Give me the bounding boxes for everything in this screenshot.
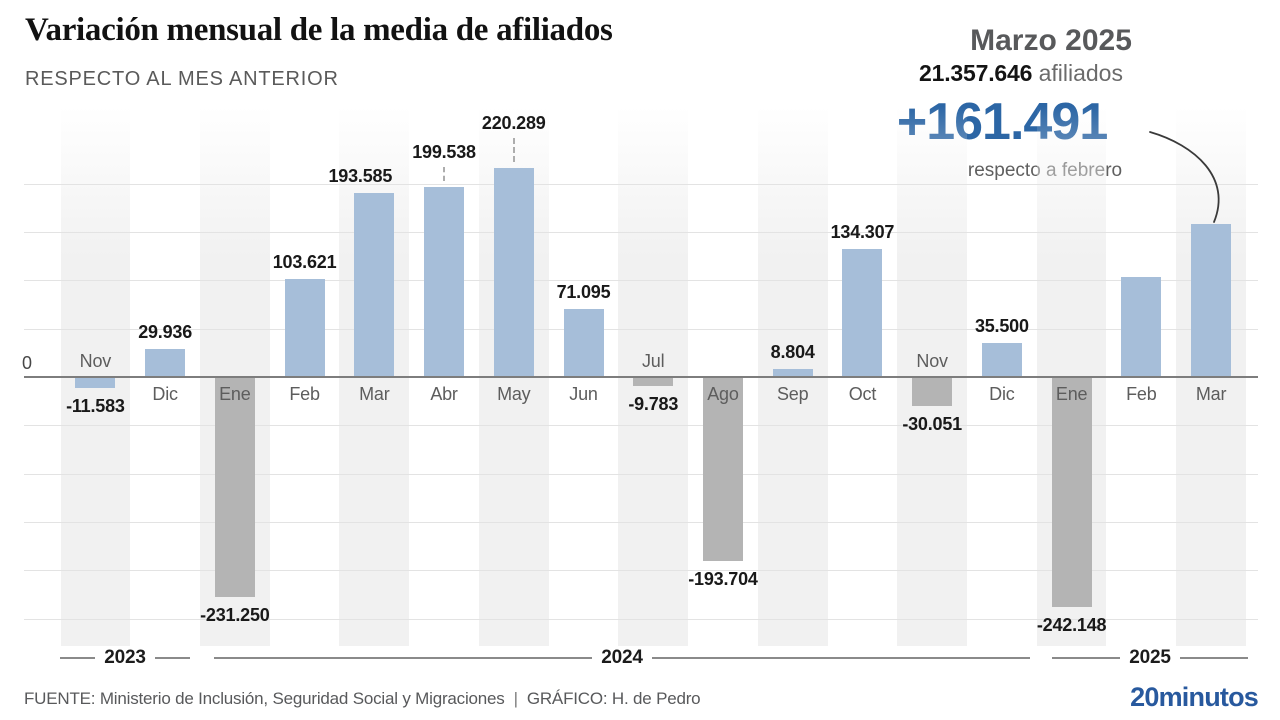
year-line xyxy=(1052,657,1121,659)
value-label-jul-2024: -9.783 xyxy=(628,394,679,415)
highlight-total-value: 21.357.646 xyxy=(919,60,1033,86)
credit-text: GRÁFICO: H. de Pedro xyxy=(526,689,701,708)
month-label-dic-2023: Dic xyxy=(152,384,178,404)
source-text: FUENTE: Ministerio de Inclusión, Segurid… xyxy=(24,689,505,708)
month-label-sep-2024: Sep xyxy=(776,384,809,404)
axis-zero-label: 0 xyxy=(21,353,32,373)
gridline-plus-150000 xyxy=(24,232,1258,234)
value-label-ago-2024: -193.704 xyxy=(688,569,758,590)
gridline-plus-50000 xyxy=(24,328,1258,330)
page-title: Variación mensual de la media de afiliad… xyxy=(25,12,613,48)
year-line xyxy=(651,657,1030,659)
value-label-jun-2024: 71.095 xyxy=(556,282,611,303)
bar-dic-2023 xyxy=(145,348,186,377)
year-axis-2023: 2023 xyxy=(60,646,190,670)
year-axis-2025: 2025 xyxy=(1052,646,1248,670)
value-label-may-2024: 220.289 xyxy=(481,112,546,133)
year-line xyxy=(214,657,593,659)
month-label-oct-2024: Oct xyxy=(848,384,877,404)
bar-may-2024 xyxy=(493,167,534,377)
year-label-2024: 2024 xyxy=(601,647,643,668)
month-label-mar-2024: Mar xyxy=(359,384,390,404)
value-label-nov-2023: -11.583 xyxy=(66,396,125,416)
month-label-nov-2023: Nov xyxy=(79,351,112,371)
bar-ene-2025 xyxy=(1051,377,1092,608)
month-label-mar-2025: Mar xyxy=(1195,384,1227,404)
year-line xyxy=(60,657,96,659)
bar-feb-2024 xyxy=(284,278,325,377)
value-label-mar-2024: 193.585 xyxy=(328,166,393,187)
month-label-ene-2024: Ene xyxy=(219,384,251,404)
highlight-period: Marzo 2025 xyxy=(970,24,1132,57)
month-label-ago-2024: Ago xyxy=(707,384,739,404)
gridline-minus-250000 xyxy=(24,618,1258,620)
year-line xyxy=(154,657,190,659)
value-label-feb-2024: 103.621 xyxy=(272,251,337,272)
value-label-oct-2024: 134.307 xyxy=(830,222,895,243)
year-label-2023: 2023 xyxy=(104,647,146,668)
zero-axis-line xyxy=(24,376,1258,378)
value-label-abr-2024: 199.538 xyxy=(412,142,476,163)
bar-abr-2024 xyxy=(424,187,465,377)
bar-mar-2024 xyxy=(354,193,395,377)
bar-mar-2025 xyxy=(1191,223,1232,377)
footer-separator: | xyxy=(513,689,518,708)
value-label-dic-2023: 29.936 xyxy=(138,321,193,342)
bar-nov-2023 xyxy=(75,377,116,388)
bar-jun-2024 xyxy=(563,309,604,377)
source-credit-line: FUENTE: Ministerio de Inclusión, Segurid… xyxy=(24,689,701,709)
label-leader-may-2024 xyxy=(512,137,515,162)
month-label-dic-2024: Dic xyxy=(989,384,1015,404)
brand-logo: 20minutos xyxy=(1130,682,1259,712)
month-label-may-2024: May xyxy=(497,384,531,404)
month-label-feb-2025: Feb xyxy=(1126,384,1157,404)
month-label-ene-2025: Ene xyxy=(1055,384,1088,404)
month-label-nov-2024: Nov xyxy=(916,351,948,371)
highlight-total-suffix: afiliados xyxy=(1038,60,1123,86)
gridline-plus-200000 xyxy=(24,183,1258,185)
bar-ago-2024 xyxy=(702,377,743,562)
gridline-minus-150000 xyxy=(24,521,1258,523)
bar-oct-2024 xyxy=(842,249,883,377)
month-label-abr-2024: Abr xyxy=(430,384,458,404)
value-label-nov-2024: -30.051 xyxy=(902,413,962,434)
highlight-total-line: 21.357.646 afiliados xyxy=(871,60,1171,87)
bar-sep-2024 xyxy=(772,368,813,377)
value-label-ene-2024: -231.250 xyxy=(200,604,270,625)
value-label-dic-2024: 35.500 xyxy=(974,316,1029,337)
year-axis-2024: 2024 xyxy=(214,646,1030,670)
gridline-minus-50000 xyxy=(24,425,1258,427)
value-label-ene-2025: -242.148 xyxy=(1036,615,1107,636)
month-label-jun-2024: Jun xyxy=(569,384,598,404)
year-label-2025: 2025 xyxy=(1129,647,1171,668)
bar-ene-2024 xyxy=(214,377,255,597)
gridline-plus-100000 xyxy=(24,280,1258,282)
annotation-arrow xyxy=(1149,131,1220,223)
year-line xyxy=(1179,657,1248,659)
page-subtitle: RESPECTO AL MES ANTERIOR xyxy=(25,68,339,90)
gridline-minus-100000 xyxy=(24,473,1258,475)
label-leader-abr-2024 xyxy=(443,167,446,182)
month-label-feb-2024: Feb xyxy=(289,384,320,404)
bar-feb-2025 xyxy=(1121,277,1162,377)
gridline-minus-200000 xyxy=(24,570,1258,572)
bar-jul-2024 xyxy=(633,377,674,387)
bar-nov-2024 xyxy=(912,377,953,406)
value-label-sep-2024: 8.804 xyxy=(770,341,815,362)
month-label-jul-2024: Jul xyxy=(642,351,665,371)
bar-dic-2024 xyxy=(981,343,1022,377)
